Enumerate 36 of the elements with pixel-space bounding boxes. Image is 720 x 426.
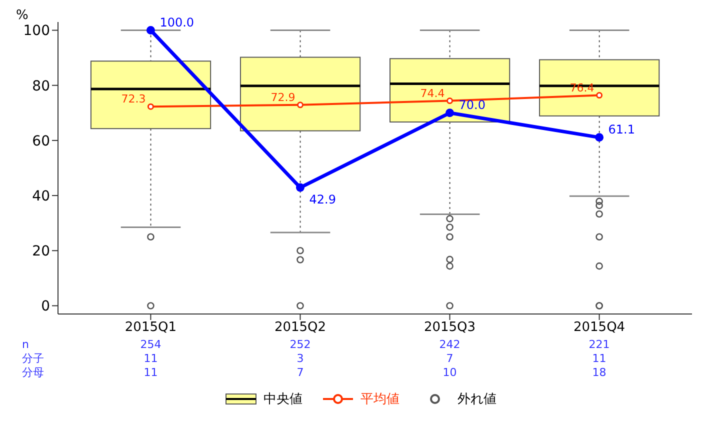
data-label: 70.0 <box>458 98 486 112</box>
data-label: 74.4 <box>420 86 445 100</box>
text: 18 <box>591 366 608 380</box>
text: 11 <box>142 352 159 366</box>
y-tick-label: 0 <box>41 298 50 315</box>
y-axis-title: % <box>16 8 28 23</box>
legend-label: 外れ値 <box>458 391 496 408</box>
x-tick-label: 2015Q4 <box>573 320 626 336</box>
x-tick-label: 2015Q2 <box>274 320 326 336</box>
text: 252 <box>288 338 312 352</box>
text: 分子 <box>22 352 44 366</box>
x-tick-label: 2015Q1 <box>124 320 177 336</box>
data-label: 100.0 <box>160 15 194 30</box>
text: n <box>22 338 29 352</box>
data-label: 72.9 <box>270 90 296 104</box>
y-tick-label: 100 <box>23 23 50 40</box>
text: 分母 <box>22 366 44 380</box>
text: 7 <box>296 366 305 380</box>
legend-label: 中央値 <box>264 391 302 408</box>
text: 221 <box>588 338 611 352</box>
text: 254 <box>139 338 162 352</box>
text: 11 <box>142 366 159 380</box>
data-label: 42.9 <box>309 192 336 207</box>
y-tick-label: 60 <box>32 133 50 150</box>
y-tick-label: 20 <box>32 244 50 260</box>
text: 3 <box>296 352 305 366</box>
y-tick-label: 40 <box>32 188 50 205</box>
x-tick-label: 2015Q3 <box>424 320 476 336</box>
text: 11 <box>591 352 608 366</box>
text: 10 <box>442 366 458 380</box>
data-label: 61.1 <box>608 122 636 136</box>
text: 242 <box>438 338 462 352</box>
y-tick-label: 80 <box>32 78 50 94</box>
data-label: 72.3 <box>121 92 146 106</box>
text: 7 <box>445 352 454 366</box>
legend-label: 平均値 <box>360 391 400 408</box>
